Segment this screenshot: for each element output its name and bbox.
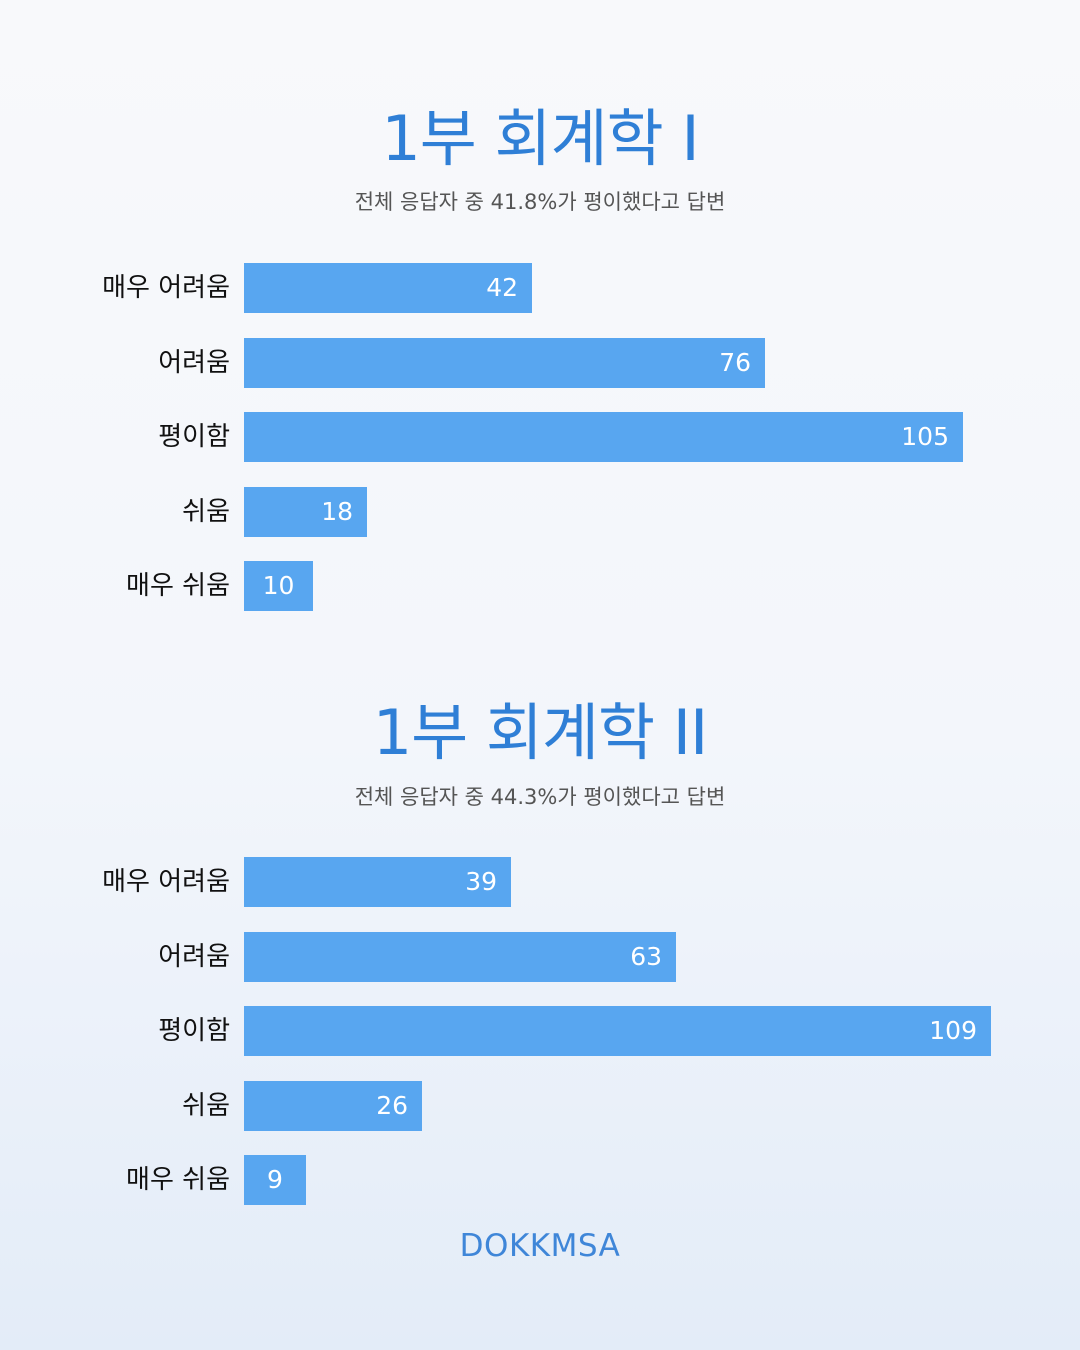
bar: 109	[244, 1006, 991, 1056]
chart-subtitle: 전체 응답자 중 44.3%가 평이했다고 답변	[354, 785, 726, 809]
bar-row: 매우 어려움 39	[0, 857, 1080, 907]
chart-subtitle: 전체 응답자 중 41.8%가 평이했다고 답변	[354, 190, 726, 214]
bar-row: 쉬움 18	[0, 487, 1080, 537]
category-label: 어려움	[158, 942, 230, 972]
category-label: 어려움	[158, 348, 230, 378]
category-label: 매우 쉬움	[126, 571, 230, 601]
category-label: 매우 어려움	[102, 867, 230, 897]
bar: 42	[244, 263, 532, 313]
bar: 63	[244, 932, 676, 982]
category-label: 평이함	[158, 1016, 230, 1046]
bar-row: 매우 쉬움 10	[0, 561, 1080, 611]
bar-row: 어려움 76	[0, 338, 1080, 388]
bar-row: 어려움 63	[0, 932, 1080, 982]
bar-value-label: 26	[376, 1091, 408, 1120]
category-label: 매우 어려움	[102, 273, 230, 303]
bar-value-label: 63	[630, 942, 662, 971]
bar: 26	[244, 1081, 422, 1131]
bar: 9	[244, 1155, 306, 1205]
bar-row: 평이함 109	[0, 1006, 1080, 1056]
bar: 18	[244, 487, 367, 537]
bar-value-label: 9	[267, 1165, 283, 1194]
category-label: 쉬움	[182, 1091, 230, 1121]
bar-row: 쉬움 26	[0, 1081, 1080, 1131]
chart-title: 1부 회계학 I	[381, 102, 699, 175]
bar-row: 매우 쉬움 9	[0, 1155, 1080, 1205]
bar-value-label: 18	[321, 497, 353, 526]
category-label: 평이함	[158, 422, 230, 452]
bar-row: 매우 어려움 42	[0, 263, 1080, 313]
bar-value-label: 109	[929, 1016, 977, 1045]
bar-value-label: 39	[465, 867, 497, 896]
bar-value-label: 76	[719, 348, 751, 377]
bar-value-label: 10	[262, 571, 295, 600]
bar-value-label: 42	[486, 273, 518, 302]
bar: 105	[244, 412, 963, 462]
chart-title: 1부 회계학 II	[372, 696, 709, 769]
category-label: 쉬움	[182, 497, 230, 527]
bar-row: 평이함 105	[0, 412, 1080, 462]
category-label: 매우 쉬움	[126, 1165, 230, 1195]
bar-value-label: 105	[901, 422, 949, 451]
bar: 76	[244, 338, 765, 388]
bar: 39	[244, 857, 511, 907]
brand-logo-text: DOKKMSA	[459, 1228, 621, 1264]
bar: 10	[244, 561, 313, 611]
